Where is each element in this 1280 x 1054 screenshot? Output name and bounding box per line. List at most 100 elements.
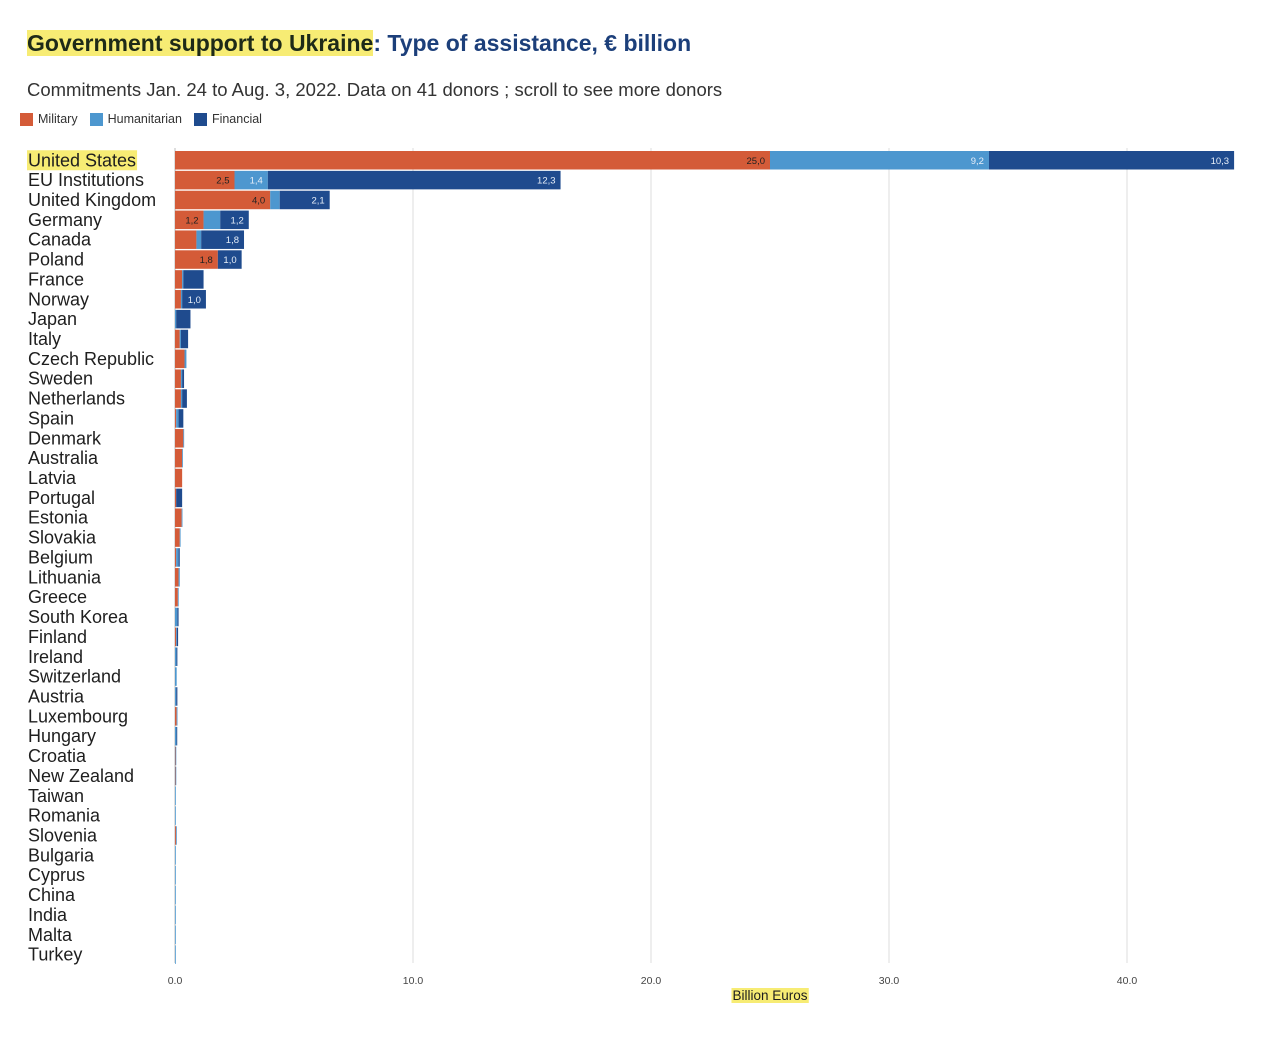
bar-humanitarian[interactable] [175, 647, 177, 667]
bar-humanitarian[interactable] [184, 349, 187, 369]
bar-humanitarian[interactable] [180, 369, 183, 388]
bar-humanitarian[interactable] [175, 786, 176, 806]
bar-military[interactable] [175, 290, 181, 309]
bar-humanitarian[interactable] [176, 627, 177, 647]
bar-humanitarian[interactable] [183, 429, 185, 448]
bar-financial[interactable] [178, 409, 184, 428]
bar-humanitarian[interactable] [175, 607, 178, 627]
bar-humanitarian[interactable] [182, 448, 183, 468]
bar-financial[interactable] [176, 647, 178, 667]
bar-humanitarian[interactable] [270, 190, 280, 210]
bar-military[interactable] [175, 349, 185, 369]
bar-financial[interactable] [217, 250, 242, 269]
data-label: 1,0 [223, 255, 236, 266]
category-label: Portugal [28, 488, 95, 508]
bar-humanitarian[interactable] [175, 885, 176, 905]
bar-humanitarian[interactable] [175, 309, 177, 329]
bar-financial[interactable] [178, 548, 180, 567]
bar-military[interactable] [175, 448, 183, 468]
data-label: 9,2 [971, 156, 984, 167]
bar-humanitarian[interactable] [179, 329, 181, 349]
bar-humanitarian[interactable] [176, 707, 178, 726]
chart-title: Government support to Ukraine: Type of a… [27, 30, 691, 57]
bar-humanitarian[interactable] [175, 766, 177, 786]
category-label: Slovenia [28, 825, 98, 845]
category-label: South Korea [28, 607, 129, 627]
bar-financial[interactable] [176, 726, 178, 746]
bar-humanitarian[interactable] [175, 806, 176, 825]
legend-item-military[interactable]: Military [20, 112, 78, 126]
bar-financial[interactable] [176, 488, 183, 508]
bar-humanitarian[interactable] [175, 945, 176, 964]
legend-item-humanitarian[interactable]: Humanitarian [89, 112, 182, 126]
bar-military[interactable] [175, 170, 235, 190]
bar-humanitarian[interactable] [182, 270, 184, 289]
bar-financial[interactable] [279, 190, 330, 210]
bar-humanitarian[interactable] [203, 210, 221, 230]
bar-financial[interactable] [180, 329, 189, 349]
bar-financial[interactable] [177, 607, 179, 627]
bar-military[interactable] [175, 210, 204, 230]
bar-humanitarian[interactable] [234, 170, 268, 190]
bar-military[interactable] [175, 746, 176, 766]
bar-military[interactable] [175, 250, 218, 269]
bar-humanitarian[interactable] [176, 548, 179, 567]
bar-humanitarian[interactable] [175, 746, 177, 766]
bar-humanitarian[interactable] [770, 151, 989, 170]
category-label: Croatia [28, 746, 87, 766]
bar-military[interactable] [175, 468, 183, 488]
title-highlight: Government support to Ukraine [27, 30, 374, 56]
data-label: 1,8 [200, 255, 213, 266]
bar-military[interactable] [175, 587, 178, 607]
bar-military[interactable] [175, 488, 177, 508]
bar-financial[interactable] [176, 687, 178, 706]
bar-military[interactable] [175, 528, 180, 547]
bar-humanitarian[interactable] [175, 667, 177, 686]
bar-financial[interactable] [988, 151, 1235, 170]
bar-humanitarian[interactable] [177, 587, 179, 607]
bar-military[interactable] [175, 826, 176, 845]
bar-military[interactable] [175, 766, 176, 786]
legend-item-financial[interactable]: Financial [193, 112, 262, 126]
bar-military[interactable] [175, 548, 177, 567]
bar-humanitarian[interactable] [175, 905, 176, 925]
bar-financial[interactable] [183, 270, 204, 289]
bar-humanitarian[interactable] [180, 290, 183, 309]
bar-military[interactable] [175, 270, 183, 289]
bar-humanitarian[interactable] [175, 846, 176, 865]
bar-financial[interactable] [201, 230, 245, 249]
bar-humanitarian[interactable] [180, 389, 183, 408]
bar-financial[interactable] [182, 369, 185, 388]
bar-humanitarian[interactable] [175, 826, 177, 845]
category-label: India [28, 905, 68, 925]
bar-financial[interactable] [176, 309, 191, 329]
bar-humanitarian[interactable] [196, 230, 202, 249]
bar-humanitarian[interactable] [175, 687, 177, 706]
bar-humanitarian[interactable] [176, 409, 179, 428]
bar-military[interactable] [175, 627, 177, 647]
bar-humanitarian[interactable] [181, 508, 183, 527]
bar-military[interactable] [175, 389, 181, 408]
bar-financial[interactable] [220, 210, 249, 230]
bar-military[interactable] [175, 409, 177, 428]
bar-humanitarian[interactable] [175, 726, 177, 746]
bar-financial[interactable] [176, 627, 179, 647]
bar-humanitarian[interactable] [178, 568, 180, 587]
bar-humanitarian[interactable] [179, 528, 181, 547]
bar-military[interactable] [175, 151, 770, 170]
bar-military[interactable] [175, 190, 271, 210]
bar-financial[interactable] [182, 389, 187, 408]
bar-financial[interactable] [267, 170, 561, 190]
bar-military[interactable] [175, 429, 184, 448]
bar-military[interactable] [175, 568, 179, 587]
bar-humanitarian[interactable] [175, 925, 176, 945]
bar-military[interactable] [175, 329, 180, 349]
category-label: United Kingdom [28, 190, 156, 210]
bar-military[interactable] [175, 508, 182, 527]
bar-financial[interactable] [182, 290, 206, 309]
bar-military[interactable] [175, 369, 181, 388]
bar-military[interactable] [175, 707, 177, 726]
bar-humanitarian[interactable] [175, 865, 176, 885]
x-tick-label: 10.0 [403, 975, 424, 987]
bar-military[interactable] [175, 230, 197, 249]
